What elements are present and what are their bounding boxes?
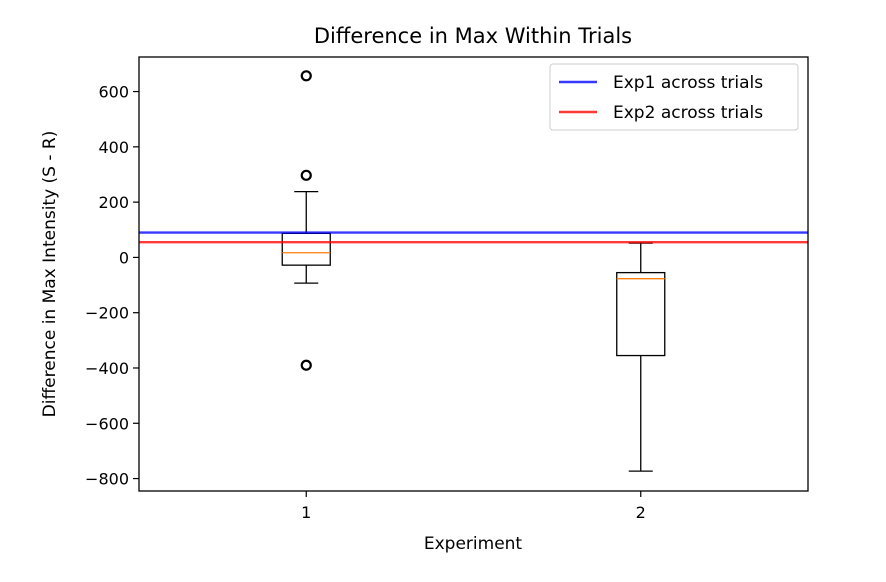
legend: Exp1 across trials Exp2 across trials (549, 63, 799, 131)
box-iqr (616, 271, 666, 357)
y-tick-label: −200 (85, 304, 129, 323)
y-tick-label: −400 (85, 359, 129, 378)
y-tick-label: 0 (119, 248, 129, 267)
box-experiment-1 (281, 70, 331, 371)
legend-label: Exp1 across trials (613, 73, 763, 93)
box-experiment-2 (616, 242, 666, 472)
outlier-point (300, 70, 312, 82)
legend-label: Exp2 across trials (613, 103, 763, 123)
outlier-point (300, 359, 312, 371)
plot-frame (138, 56, 809, 492)
box-iqr (281, 232, 331, 266)
x-axis-label: Experiment (424, 534, 523, 554)
x-tick-label: 1 (301, 503, 311, 522)
y-tick-label: 600 (98, 83, 129, 102)
legend-box (549, 63, 799, 131)
y-axis-label: Difference in Max Intensity (S - R) (40, 131, 60, 418)
y-tick-label: 400 (98, 138, 129, 157)
plot-area (139, 70, 808, 472)
x-tick-label: 2 (636, 503, 646, 522)
outlier-point (300, 169, 312, 181)
y-tick-label: −600 (85, 414, 129, 433)
y-tick-label: 200 (98, 193, 129, 212)
y-tick-label: −800 (85, 470, 129, 489)
y-axis: −800 −600 −400 −200 0 200 400 600 (85, 83, 139, 489)
chart-title: Difference in Max Within Trials (314, 24, 632, 48)
